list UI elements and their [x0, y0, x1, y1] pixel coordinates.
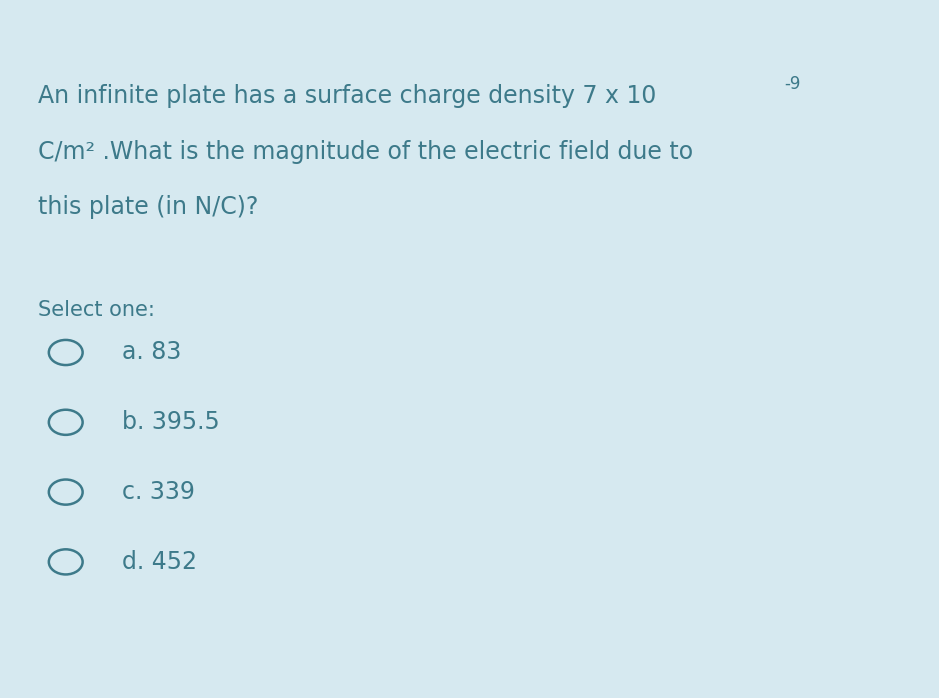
Text: Select one:: Select one:	[38, 300, 154, 320]
Text: a. 83: a. 83	[122, 341, 181, 364]
Text: -9: -9	[784, 75, 800, 94]
Text: d. 452: d. 452	[122, 550, 197, 574]
Text: this plate (in N/C)?: this plate (in N/C)?	[38, 195, 258, 219]
Text: C/m² .What is the magnitude of the electric field due to: C/m² .What is the magnitude of the elect…	[38, 140, 693, 163]
Text: b. 395.5: b. 395.5	[122, 410, 220, 434]
Text: c. 339: c. 339	[122, 480, 195, 504]
Text: An infinite plate has a surface charge density 7 x 10: An infinite plate has a surface charge d…	[38, 84, 656, 107]
